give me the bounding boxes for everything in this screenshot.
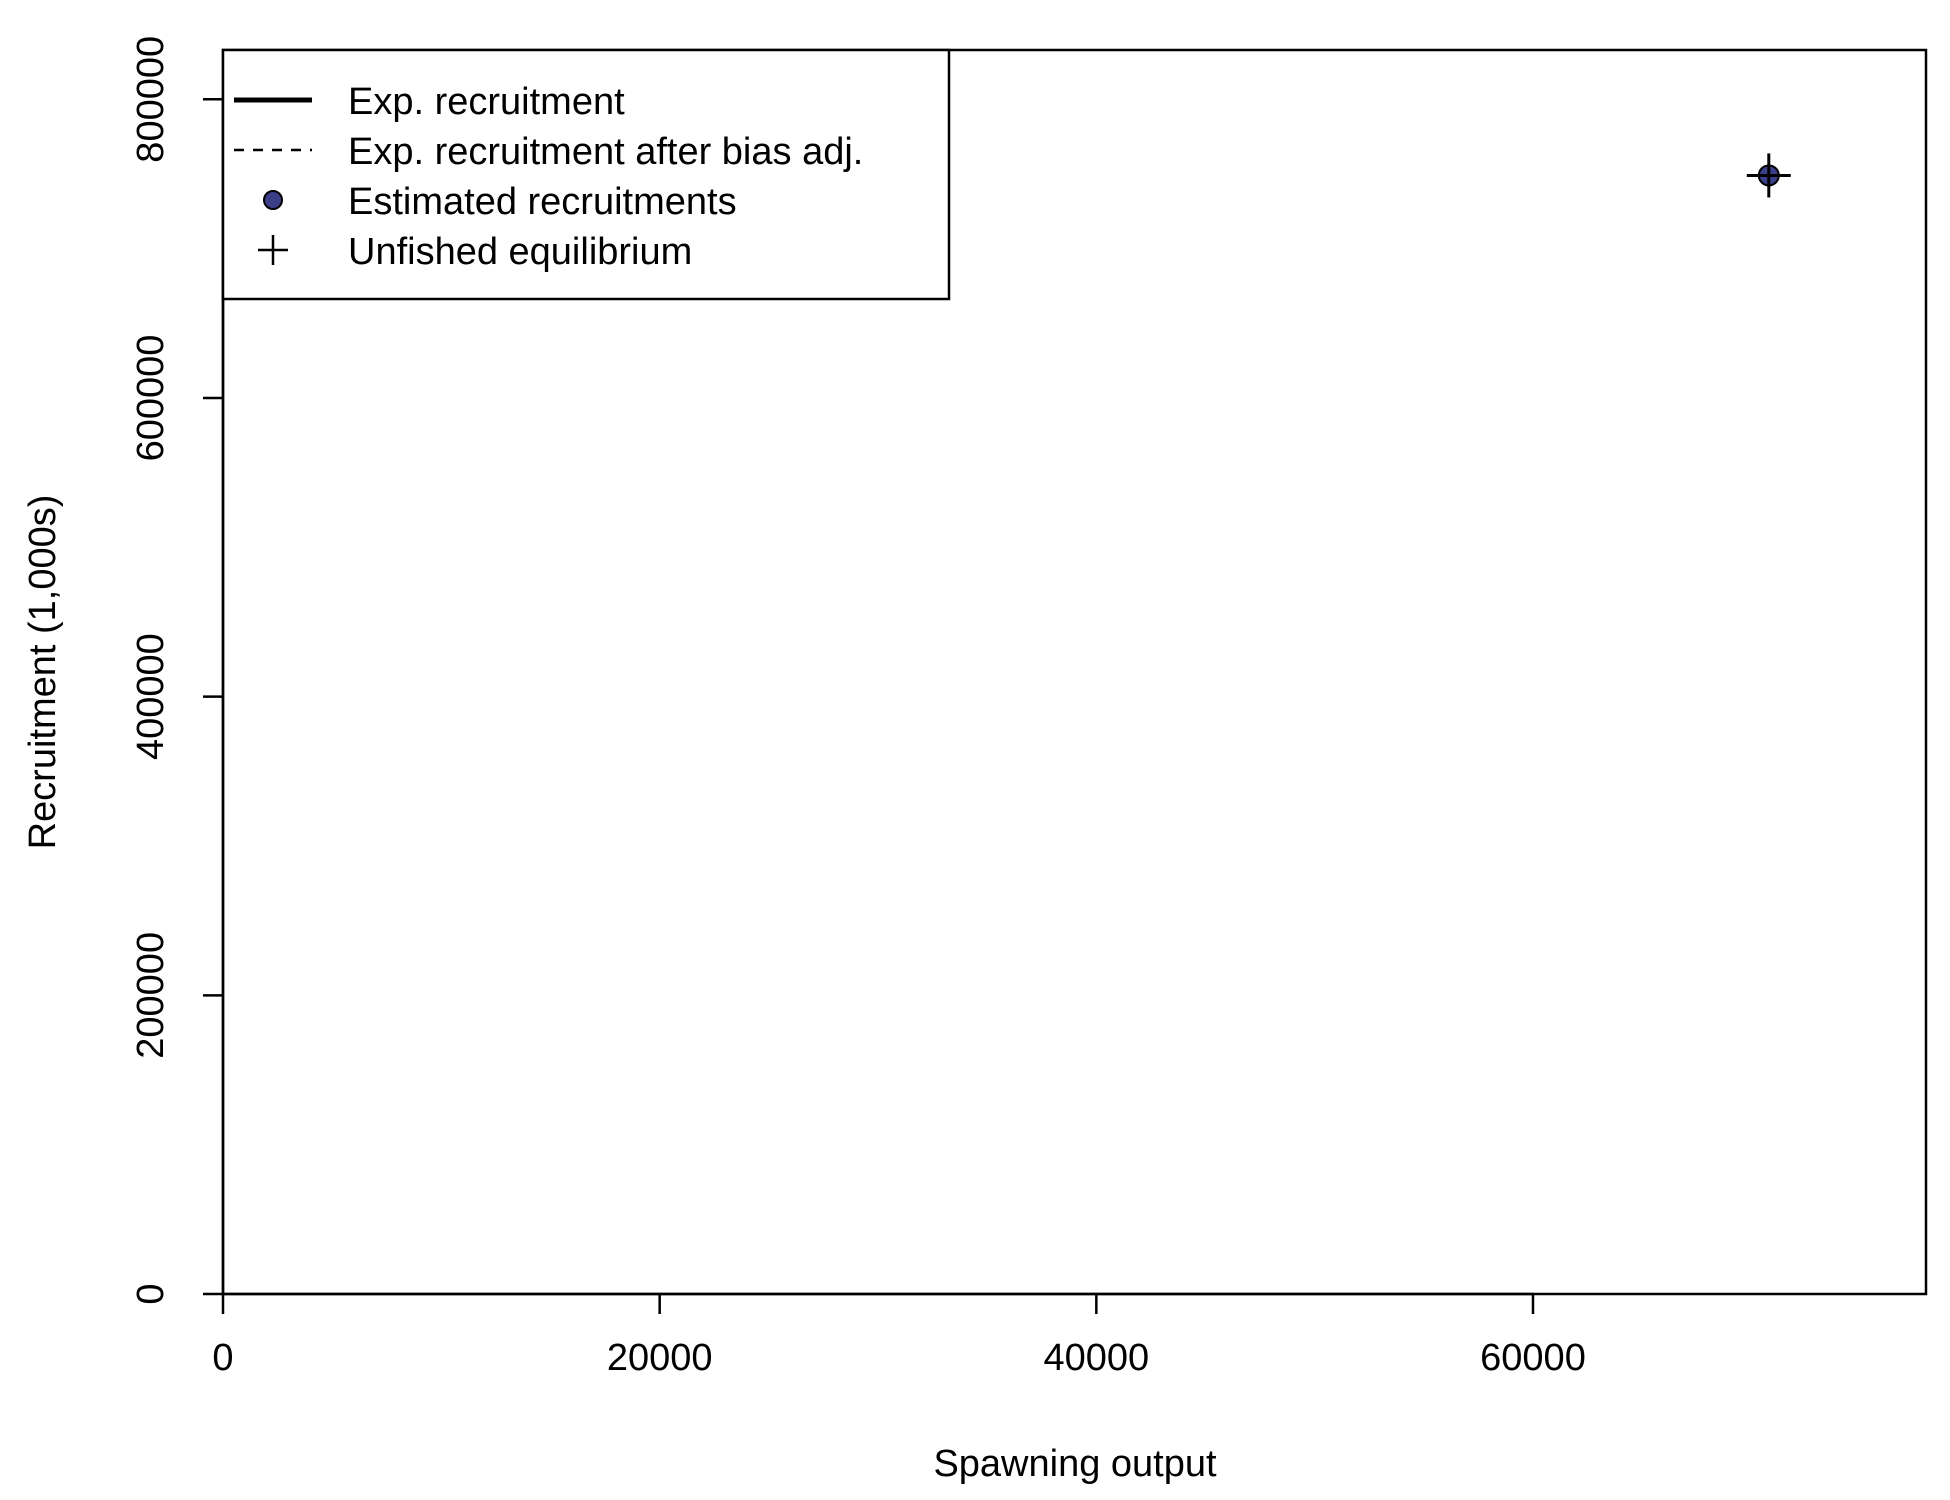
x-tick-label: 60000 bbox=[1480, 1337, 1586, 1379]
y-tick-label: 0 bbox=[130, 1283, 172, 1304]
data-layer bbox=[1746, 153, 1791, 198]
legend-label-exp-recruitment-bias-adj: Exp. recruitment after bias adj. bbox=[348, 131, 863, 173]
legend: Exp. recruitment Exp. recruitment after … bbox=[221, 48, 951, 301]
y-tick-label: 400000 bbox=[130, 633, 172, 760]
y-axis: 0 200000 400000 600000 800000 bbox=[130, 36, 225, 1305]
x-axis: 0 20000 40000 60000 bbox=[212, 1292, 1586, 1379]
y-tick-label: 600000 bbox=[130, 335, 172, 462]
y-axis-title: Recruitment (1,000s) bbox=[22, 495, 64, 850]
x-tick-label: 0 bbox=[212, 1337, 233, 1379]
y-tick-label: 800000 bbox=[130, 36, 172, 163]
legend-symbol-estimated-recruitments bbox=[263, 190, 283, 210]
legend-label-exp-recruitment: Exp. recruitment bbox=[348, 81, 625, 123]
legend-label-estimated-recruitments: Estimated recruitments bbox=[348, 181, 737, 223]
x-tick-label: 40000 bbox=[1043, 1337, 1149, 1379]
x-axis-title: Spawning output bbox=[933, 1443, 1217, 1485]
legend-box bbox=[221, 48, 951, 301]
y-tick-label: 200000 bbox=[130, 932, 172, 1059]
legend-label-unfished-equilibrium: Unfished equilibrium bbox=[348, 231, 692, 273]
x-tick-label: 20000 bbox=[607, 1337, 713, 1379]
